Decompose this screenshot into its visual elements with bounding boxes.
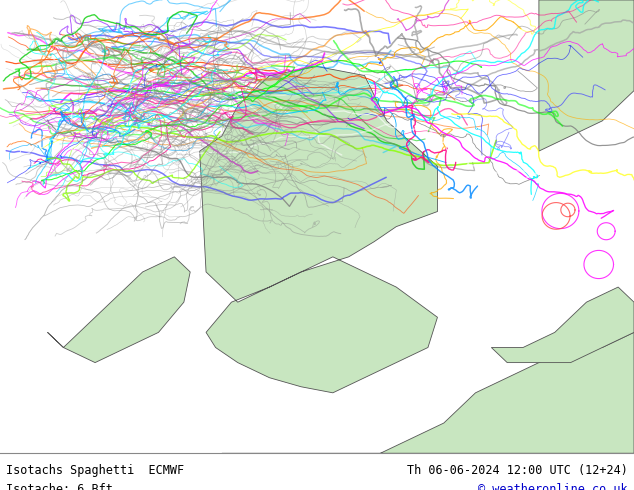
Polygon shape (491, 287, 634, 363)
Text: © weatheronline.co.uk: © weatheronline.co.uk (478, 483, 628, 490)
Polygon shape (200, 67, 437, 393)
Polygon shape (539, 0, 634, 151)
Polygon shape (48, 257, 190, 363)
Text: Isotache: 6 Bft: Isotache: 6 Bft (6, 483, 113, 490)
Polygon shape (222, 332, 634, 468)
Text: Th 06-06-2024 12:00 UTC (12+24): Th 06-06-2024 12:00 UTC (12+24) (407, 465, 628, 477)
Text: Isotachs Spaghetti  ECMWF: Isotachs Spaghetti ECMWF (6, 465, 184, 477)
